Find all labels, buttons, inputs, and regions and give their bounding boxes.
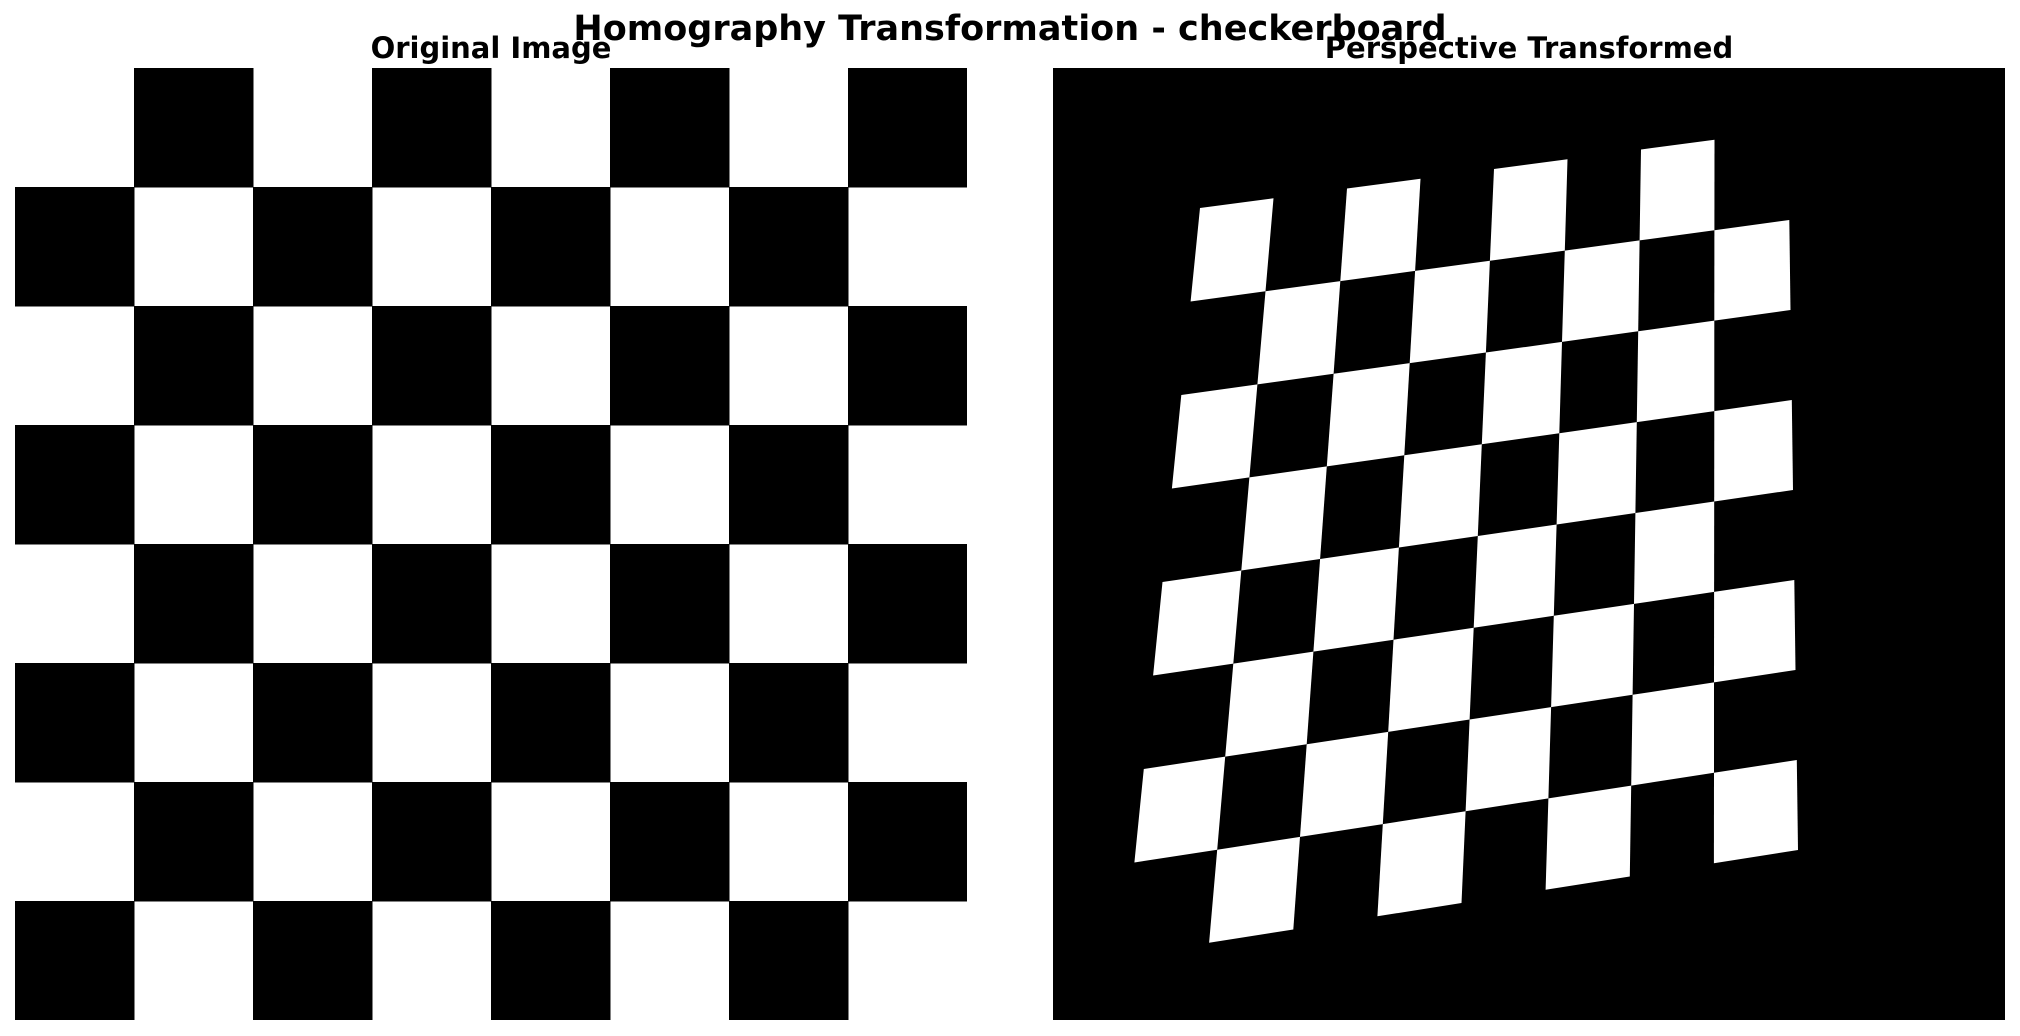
transformed-light-square	[1473, 524, 1557, 628]
original-dark-square	[15, 425, 135, 545]
transformed-light-square	[1714, 220, 1791, 321]
original-dark-square	[610, 306, 730, 426]
original-dark-square	[491, 187, 611, 307]
transformed-light-square	[1326, 363, 1410, 467]
original-dark-square	[253, 425, 373, 545]
transformed-light-square	[1153, 570, 1242, 676]
transformed-light-square	[1562, 240, 1640, 342]
original-dark-square	[848, 306, 967, 426]
original-dark-square	[848, 68, 967, 188]
original-image-title: Original Image	[370, 31, 612, 65]
transformed-light-square	[1409, 260, 1490, 364]
original-dark-square	[372, 782, 492, 902]
transformed-light-square	[1714, 580, 1796, 683]
transformed-light-square	[1241, 466, 1327, 571]
transformed-image-title: Perspective Transformed	[1324, 31, 1734, 65]
transformed-light-square	[1388, 627, 1474, 732]
original-image	[15, 68, 967, 1020]
transformed-light-square	[1639, 139, 1715, 241]
original-dark-square	[15, 901, 135, 1020]
transformed-light-square	[1545, 785, 1632, 890]
transformed-light-square	[1551, 603, 1634, 708]
transformed-light-square	[1398, 444, 1482, 548]
transformed-light-square	[1714, 400, 1793, 502]
transformed-light-square	[1489, 159, 1568, 261]
transformed-light-square	[1636, 320, 1715, 423]
original-dark-square	[729, 663, 849, 783]
original-dark-square	[134, 544, 254, 664]
original-dark-square	[372, 306, 492, 426]
original-dark-square	[15, 663, 135, 783]
transformed-light-square	[1190, 198, 1274, 302]
original-dark-square	[134, 68, 254, 188]
original-dark-square	[848, 782, 967, 902]
transformed-light-square	[1313, 547, 1399, 652]
original-dark-square	[729, 901, 849, 1020]
original-dark-square	[134, 306, 254, 426]
transformed-light-square	[1713, 760, 1798, 864]
transformed-light-square	[1300, 731, 1389, 837]
original-dark-square	[253, 187, 373, 307]
figure-title: Homography Transformation - checkerboard	[573, 9, 1447, 49]
original-dark-square	[253, 901, 373, 1020]
transformed-light-square	[1634, 501, 1715, 604]
original-dark-square	[372, 68, 492, 188]
transformed-light-square	[1225, 651, 1314, 757]
transformed-light-square	[1209, 836, 1300, 943]
original-dark-square	[729, 425, 849, 545]
transformed-light-square	[1481, 341, 1562, 445]
transformed-light-square	[1377, 811, 1466, 917]
perspective-transformed-image	[1053, 68, 2005, 1020]
original-dark-square	[253, 663, 373, 783]
original-dark-square	[729, 187, 849, 307]
transformed-light-square	[1257, 281, 1341, 385]
original-dark-square	[610, 68, 730, 188]
original-dark-square	[848, 544, 967, 664]
transformed-light-square	[1171, 384, 1258, 489]
original-dark-square	[372, 544, 492, 664]
original-dark-square	[491, 663, 611, 783]
original-dark-square	[610, 782, 730, 902]
original-dark-square	[491, 901, 611, 1020]
original-dark-square	[15, 187, 135, 307]
transformed-light-square	[1631, 682, 1714, 786]
original-dark-square	[610, 544, 730, 664]
original-dark-square	[134, 782, 254, 902]
transformed-light-square	[1134, 756, 1226, 863]
transformed-light-square	[1556, 422, 1637, 525]
transformed-light-square	[1340, 178, 1421, 282]
original-dark-square	[491, 425, 611, 545]
transformed-light-square	[1465, 707, 1552, 812]
